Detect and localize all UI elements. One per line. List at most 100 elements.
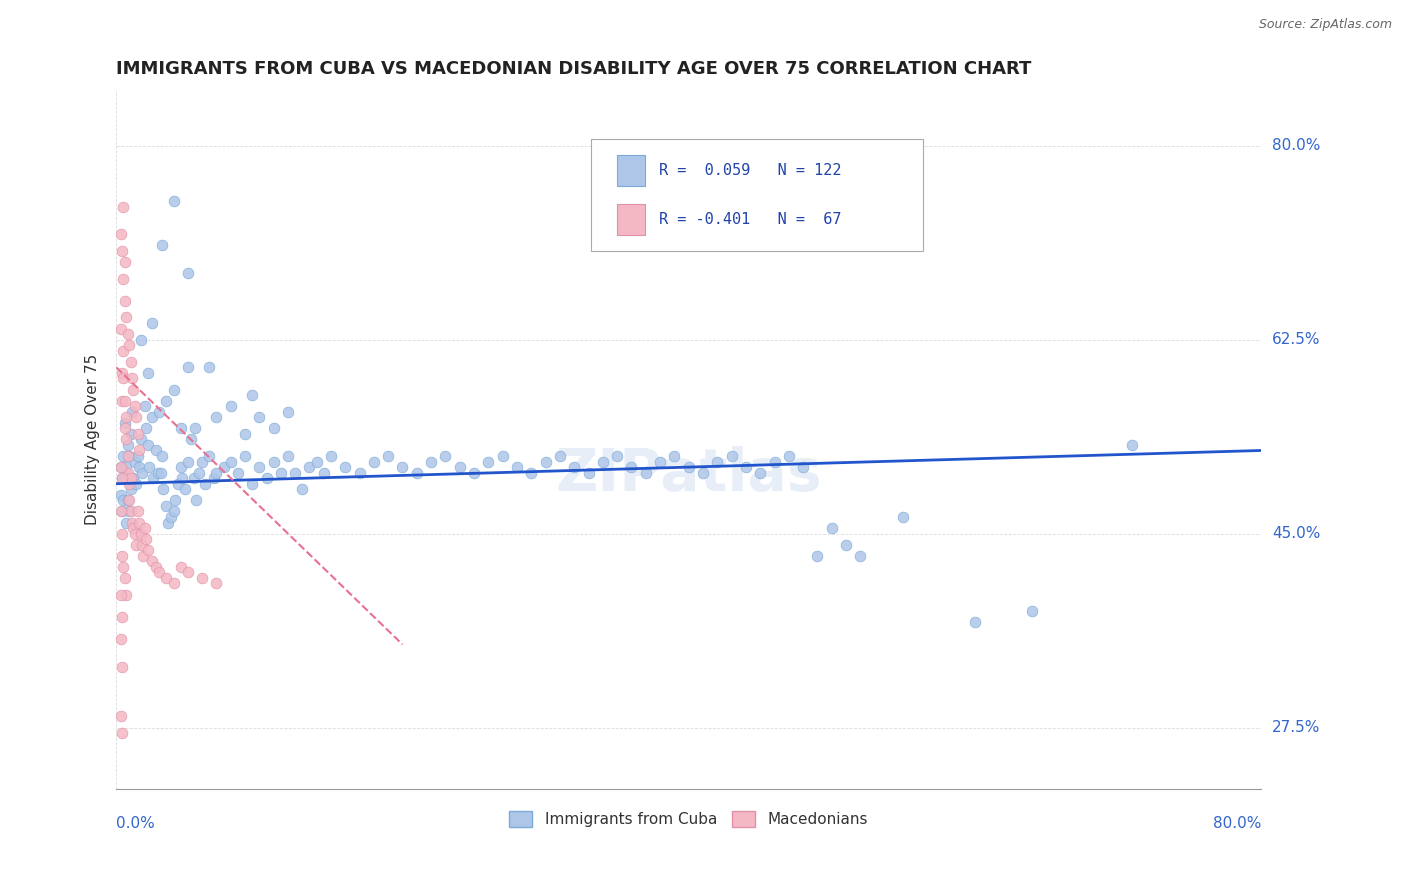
Point [114, 421, 136, 435]
Point [152, 483, 174, 497]
Point [562, 460, 585, 475]
Point [120, 504, 142, 518]
Point [749, 466, 772, 480]
Point [114, 571, 136, 585]
Point [226, 466, 249, 480]
Point [110, 227, 132, 242]
Point [188, 466, 211, 480]
Point [141, 554, 163, 568]
Point [138, 460, 160, 475]
Point [122, 471, 145, 485]
Point [162, 504, 184, 518]
Point [145, 559, 167, 574]
Point [335, 460, 357, 475]
Point [121, 371, 143, 385]
Point [120, 483, 142, 497]
Point [122, 521, 145, 535]
Point [183, 471, 205, 485]
Point [115, 310, 138, 325]
Point [291, 483, 314, 497]
Point [763, 454, 786, 468]
Point [391, 460, 413, 475]
Point [1021, 604, 1043, 618]
FancyBboxPatch shape [617, 203, 645, 235]
Point [148, 405, 170, 419]
Point [191, 454, 214, 468]
Point [169, 559, 191, 574]
Point [492, 449, 515, 463]
Point [169, 421, 191, 435]
Point [128, 443, 150, 458]
Point [135, 532, 157, 546]
Point [124, 454, 146, 468]
Point [122, 383, 145, 397]
Point [115, 588, 138, 602]
Point [172, 471, 194, 485]
Text: Source: ZipAtlas.com: Source: ZipAtlas.com [1258, 18, 1392, 31]
Point [110, 460, 132, 475]
Point [127, 426, 149, 441]
Point [277, 449, 299, 463]
Point [434, 449, 457, 463]
FancyBboxPatch shape [592, 139, 924, 251]
Point [110, 632, 132, 646]
Y-axis label: Disability Age Over 75: Disability Age Over 75 [86, 354, 100, 525]
Point [111, 244, 134, 258]
Point [363, 454, 385, 468]
Point [125, 538, 148, 552]
Point [114, 393, 136, 408]
Point [111, 504, 134, 518]
Point [477, 454, 499, 468]
Point [634, 466, 657, 480]
Point [110, 504, 132, 518]
Point [115, 410, 138, 425]
Point [205, 466, 228, 480]
Point [277, 405, 299, 419]
Point [963, 615, 986, 630]
Point [506, 460, 529, 475]
Point [191, 571, 214, 585]
Point [141, 410, 163, 425]
Point [120, 426, 142, 441]
Point [141, 316, 163, 330]
Point [117, 327, 139, 342]
Point [114, 416, 136, 430]
Point [142, 471, 165, 485]
Point [124, 526, 146, 541]
Point [186, 493, 208, 508]
Point [134, 521, 156, 535]
Point [520, 466, 543, 480]
Point [692, 466, 714, 480]
Point [449, 460, 471, 475]
Point [112, 371, 135, 385]
Point [792, 460, 814, 475]
Point [120, 471, 142, 485]
Point [112, 559, 135, 574]
Point [111, 726, 134, 740]
Point [110, 588, 132, 602]
Point [115, 516, 138, 530]
Point [111, 366, 134, 380]
Point [664, 449, 686, 463]
Text: 27.5%: 27.5% [1272, 720, 1320, 735]
Point [148, 566, 170, 580]
Point [162, 383, 184, 397]
Point [131, 538, 153, 552]
Point [114, 471, 136, 485]
Point [620, 460, 643, 475]
Point [778, 449, 800, 463]
FancyBboxPatch shape [617, 155, 645, 186]
Point [247, 410, 270, 425]
Point [177, 454, 200, 468]
Point [420, 454, 443, 468]
Point [121, 405, 143, 419]
Point [169, 460, 191, 475]
Point [156, 516, 179, 530]
Point [835, 538, 858, 552]
Point [129, 526, 152, 541]
Legend: Immigrants from Cuba, Macedonians: Immigrants from Cuba, Macedonians [503, 805, 875, 833]
Point [112, 343, 135, 358]
Point [233, 449, 256, 463]
Point [131, 466, 153, 480]
Point [678, 460, 700, 475]
